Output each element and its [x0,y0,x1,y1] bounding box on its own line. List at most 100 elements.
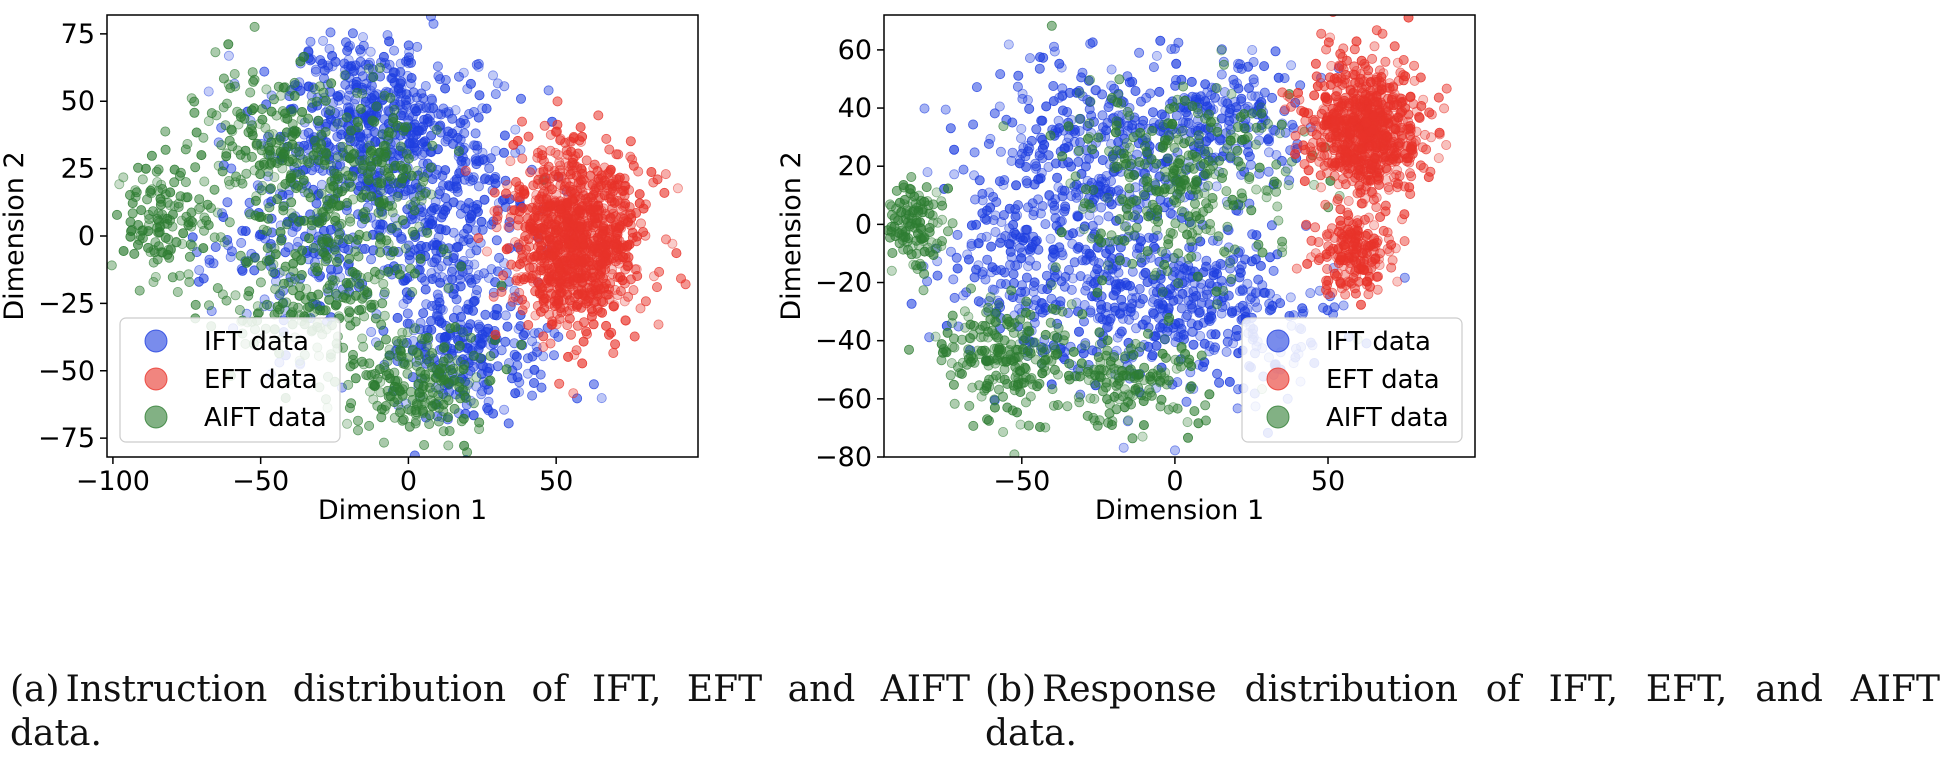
data-point [568,388,579,399]
data-point [312,303,323,314]
data-point [403,40,414,51]
data-point [405,57,416,68]
data-point [369,116,380,127]
data-point [363,63,374,74]
data-point [588,319,599,330]
data-point [146,150,157,161]
data-point [374,62,385,73]
data-point [183,220,194,231]
data-point [983,302,994,313]
data-point [1015,314,1026,325]
data-point [345,320,356,331]
data-point [515,259,526,270]
data-point [426,205,437,216]
data-point [940,104,951,115]
data-point [425,111,436,122]
data-point [604,329,615,340]
data-point [502,179,513,190]
data-point [344,102,355,113]
data-point [1263,134,1274,145]
data-point [1137,293,1148,304]
data-point [596,230,607,241]
data-point [1249,77,1260,88]
data-point [996,233,1007,244]
data-point [595,306,606,317]
data-point [595,256,606,267]
data-point [160,126,171,137]
data-point [365,46,376,57]
data-point [1220,96,1231,107]
data-point [921,182,932,193]
data-point [471,245,482,256]
data-point [1224,376,1235,387]
data-point [324,294,335,305]
data-point [229,69,240,80]
data-point [430,372,441,383]
data-point [397,215,408,226]
data-point [455,208,466,219]
data-point [937,214,948,225]
data-point [204,257,215,268]
data-point [908,259,919,270]
data-point [441,331,452,342]
data-point [1007,117,1018,128]
data-point [1217,172,1228,183]
data-point [407,226,418,237]
data-point [343,55,354,66]
data-point [555,133,566,144]
data-point [494,252,505,263]
data-point [554,313,565,324]
data-point [426,147,437,158]
data-point [472,144,483,155]
data-point [1210,342,1221,353]
data-point [1046,280,1057,291]
data-point [465,78,476,89]
data-point [1110,279,1121,290]
data-point [222,197,233,208]
data-point [378,278,389,289]
data-point [1074,326,1085,337]
data-point [551,189,562,200]
data-point [1245,159,1256,170]
data-point [609,197,620,208]
data-point [1087,37,1098,48]
data-point [303,113,314,124]
data-point [1059,330,1070,341]
data-point [1154,86,1165,97]
data-point [538,351,549,362]
data-point [906,171,917,182]
data-point [391,0,400,7]
data-point [555,203,566,214]
data-point [500,336,511,347]
data-point [569,214,580,225]
data-point [416,333,427,344]
data-point [968,420,979,431]
data-point [180,144,191,155]
data-point [479,194,490,205]
data-point [977,188,988,199]
data-point [1212,368,1223,379]
data-point [605,224,616,235]
data-point [1022,95,1033,106]
data-point [596,205,607,216]
data-point [1029,337,1040,348]
data-point [1091,85,1102,96]
data-point [303,81,314,92]
data-point [393,83,404,94]
data-point [938,343,949,354]
data-point [318,73,329,84]
data-point [536,282,547,293]
data-point [443,106,454,117]
data-point [1163,153,1174,164]
data-point [1031,124,1042,135]
data-point [271,137,282,148]
data-point [995,69,1006,80]
data-point [906,298,917,309]
data-point [409,450,420,457]
data-point [129,248,140,259]
data-point [164,215,175,226]
data-point [489,187,500,198]
data-point [986,241,997,252]
data-point [133,162,144,173]
data-point [245,87,256,98]
